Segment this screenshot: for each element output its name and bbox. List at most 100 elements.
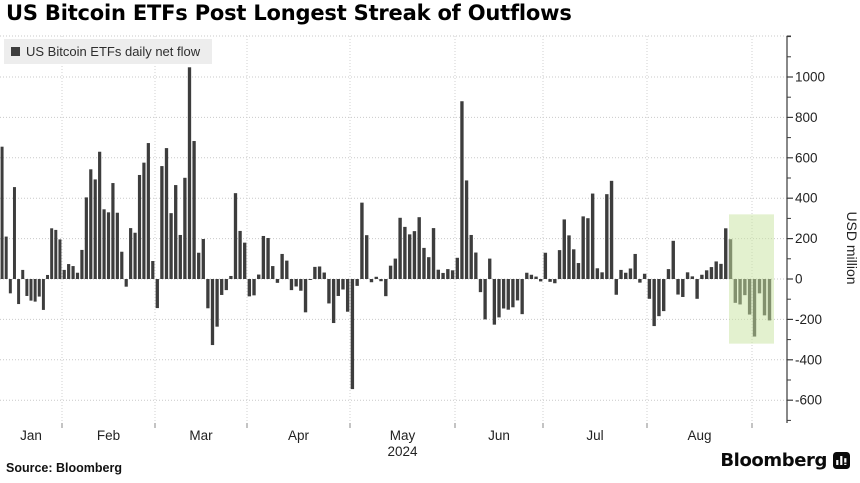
daily-net-flow-bar bbox=[17, 279, 21, 305]
x-tick-label: May bbox=[390, 428, 416, 443]
daily-net-flow-bar bbox=[341, 279, 345, 290]
daily-net-flow-bar bbox=[192, 141, 196, 279]
daily-net-flow-bar bbox=[441, 272, 445, 279]
y-tick-label: 600 bbox=[795, 150, 818, 165]
y-tick-label: -200 bbox=[795, 312, 822, 327]
daily-net-flow-bar bbox=[469, 234, 473, 279]
daily-net-flow-bar bbox=[67, 264, 71, 279]
y-axis-title: USD million bbox=[844, 211, 860, 284]
daily-net-flow-bar bbox=[460, 101, 464, 280]
daily-net-flow-bar bbox=[106, 212, 111, 279]
daily-net-flow-bar bbox=[120, 251, 124, 279]
daily-net-flow-bar bbox=[543, 252, 548, 279]
daily-net-flow-bar bbox=[374, 276, 378, 279]
daily-net-flow-bar bbox=[619, 269, 623, 279]
daily-net-flow-bar bbox=[313, 266, 317, 279]
y-tick-label: 0 bbox=[795, 272, 803, 287]
y-tick-label: -600 bbox=[795, 393, 822, 408]
daily-net-flow-bar bbox=[671, 240, 675, 279]
daily-net-flow-bar bbox=[690, 276, 695, 279]
daily-net-flow-bar bbox=[46, 274, 50, 279]
daily-net-flow-bar bbox=[224, 279, 228, 291]
daily-net-flow-bar bbox=[709, 267, 714, 279]
daily-net-flow-bar bbox=[98, 151, 102, 279]
daily-net-flow-bar bbox=[548, 279, 552, 282]
daily-net-flow-bar bbox=[422, 247, 426, 279]
daily-net-flow-bar bbox=[446, 269, 450, 279]
daily-net-flow-bar bbox=[455, 257, 459, 279]
daily-net-flow-bar bbox=[50, 228, 54, 279]
daily-net-flow-bar bbox=[124, 279, 128, 287]
daily-net-flow-bar bbox=[137, 174, 142, 279]
daily-net-flow-bar bbox=[331, 279, 336, 324]
daily-net-flow-bar bbox=[115, 212, 119, 279]
daily-net-flow-bar bbox=[151, 261, 155, 279]
daily-net-flow-bar bbox=[164, 148, 169, 279]
daily-net-flow-bar bbox=[724, 228, 728, 279]
daily-net-flow-bar bbox=[111, 183, 115, 279]
daily-net-flow-bar bbox=[633, 253, 637, 279]
daily-net-flow-bar bbox=[233, 193, 238, 279]
daily-net-flow-bar bbox=[417, 217, 421, 279]
daily-net-flow-bar bbox=[146, 143, 150, 279]
daily-net-flow-bar bbox=[206, 279, 210, 309]
daily-net-flow-bar bbox=[210, 279, 215, 346]
daily-net-flow-bar bbox=[29, 279, 33, 301]
daily-net-flow-bar bbox=[350, 279, 355, 390]
daily-net-flow-bar bbox=[393, 258, 398, 279]
daily-net-flow-bar bbox=[605, 194, 609, 279]
daily-net-flow-bar bbox=[557, 250, 562, 279]
daily-net-flow-bar bbox=[525, 272, 529, 279]
daily-net-flow-bar bbox=[388, 265, 393, 279]
y-tick-label: 800 bbox=[795, 110, 818, 125]
daily-net-flow-bar bbox=[247, 279, 252, 297]
daily-net-flow-bar bbox=[4, 236, 8, 279]
daily-net-flow-bar bbox=[142, 162, 146, 279]
legend-swatch-icon bbox=[11, 47, 20, 56]
daily-net-flow-bar bbox=[614, 279, 618, 295]
daily-net-flow-bar bbox=[478, 279, 483, 293]
daily-net-flow-bar bbox=[75, 272, 80, 279]
y-tick-label: 1000 bbox=[795, 70, 825, 85]
highlight-region bbox=[729, 214, 774, 344]
source-attribution: Source: Bloomberg bbox=[6, 461, 122, 475]
daily-net-flow-bar bbox=[628, 268, 633, 279]
daily-net-flow-bar bbox=[229, 275, 233, 279]
x-tick-label: Jul bbox=[586, 428, 603, 443]
daily-net-flow-bar bbox=[695, 279, 699, 299]
x-tick-label: Apr bbox=[288, 428, 310, 443]
x-tick-label: Jan bbox=[20, 428, 42, 443]
daily-net-flow-bar bbox=[534, 276, 538, 279]
daily-net-flow-bar bbox=[308, 279, 312, 280]
daily-net-flow-bar bbox=[407, 234, 412, 279]
daily-net-flow-bar bbox=[62, 269, 66, 279]
daily-net-flow-bar bbox=[220, 279, 224, 295]
daily-net-flow-bar bbox=[714, 261, 718, 279]
daily-net-flow-bar bbox=[257, 274, 261, 279]
bloomberg-logo: Bloomberg bbox=[720, 450, 850, 471]
daily-net-flow-bar bbox=[33, 279, 37, 302]
daily-net-flow-bar bbox=[572, 249, 576, 279]
daily-net-flow-bar bbox=[403, 226, 407, 279]
daily-net-flow-bar bbox=[427, 257, 431, 279]
daily-net-flow-bar bbox=[215, 279, 219, 327]
daily-net-flow-bar bbox=[685, 272, 690, 279]
daily-net-flow-bar bbox=[506, 279, 510, 310]
daily-net-flow-bar bbox=[174, 185, 178, 279]
daily-net-flow-bar bbox=[501, 279, 506, 309]
daily-net-flow-bar bbox=[345, 279, 350, 312]
daily-net-flow-bar bbox=[539, 279, 543, 282]
daily-net-flow-bar bbox=[511, 279, 515, 308]
daily-net-flow-bar bbox=[369, 279, 374, 283]
daily-net-flow-bar bbox=[243, 242, 247, 279]
daily-net-flow-bar bbox=[581, 216, 585, 279]
daily-net-flow-bar bbox=[261, 235, 266, 279]
daily-net-flow-bar bbox=[384, 279, 388, 297]
y-tick-label: 200 bbox=[795, 231, 818, 246]
daily-net-flow-bar bbox=[700, 274, 704, 279]
daily-net-flow-bar bbox=[586, 218, 590, 279]
daily-net-flow-bar bbox=[398, 217, 402, 279]
daily-net-flow-bar bbox=[327, 279, 331, 304]
x-axis-year-label: 2024 bbox=[387, 444, 418, 459]
